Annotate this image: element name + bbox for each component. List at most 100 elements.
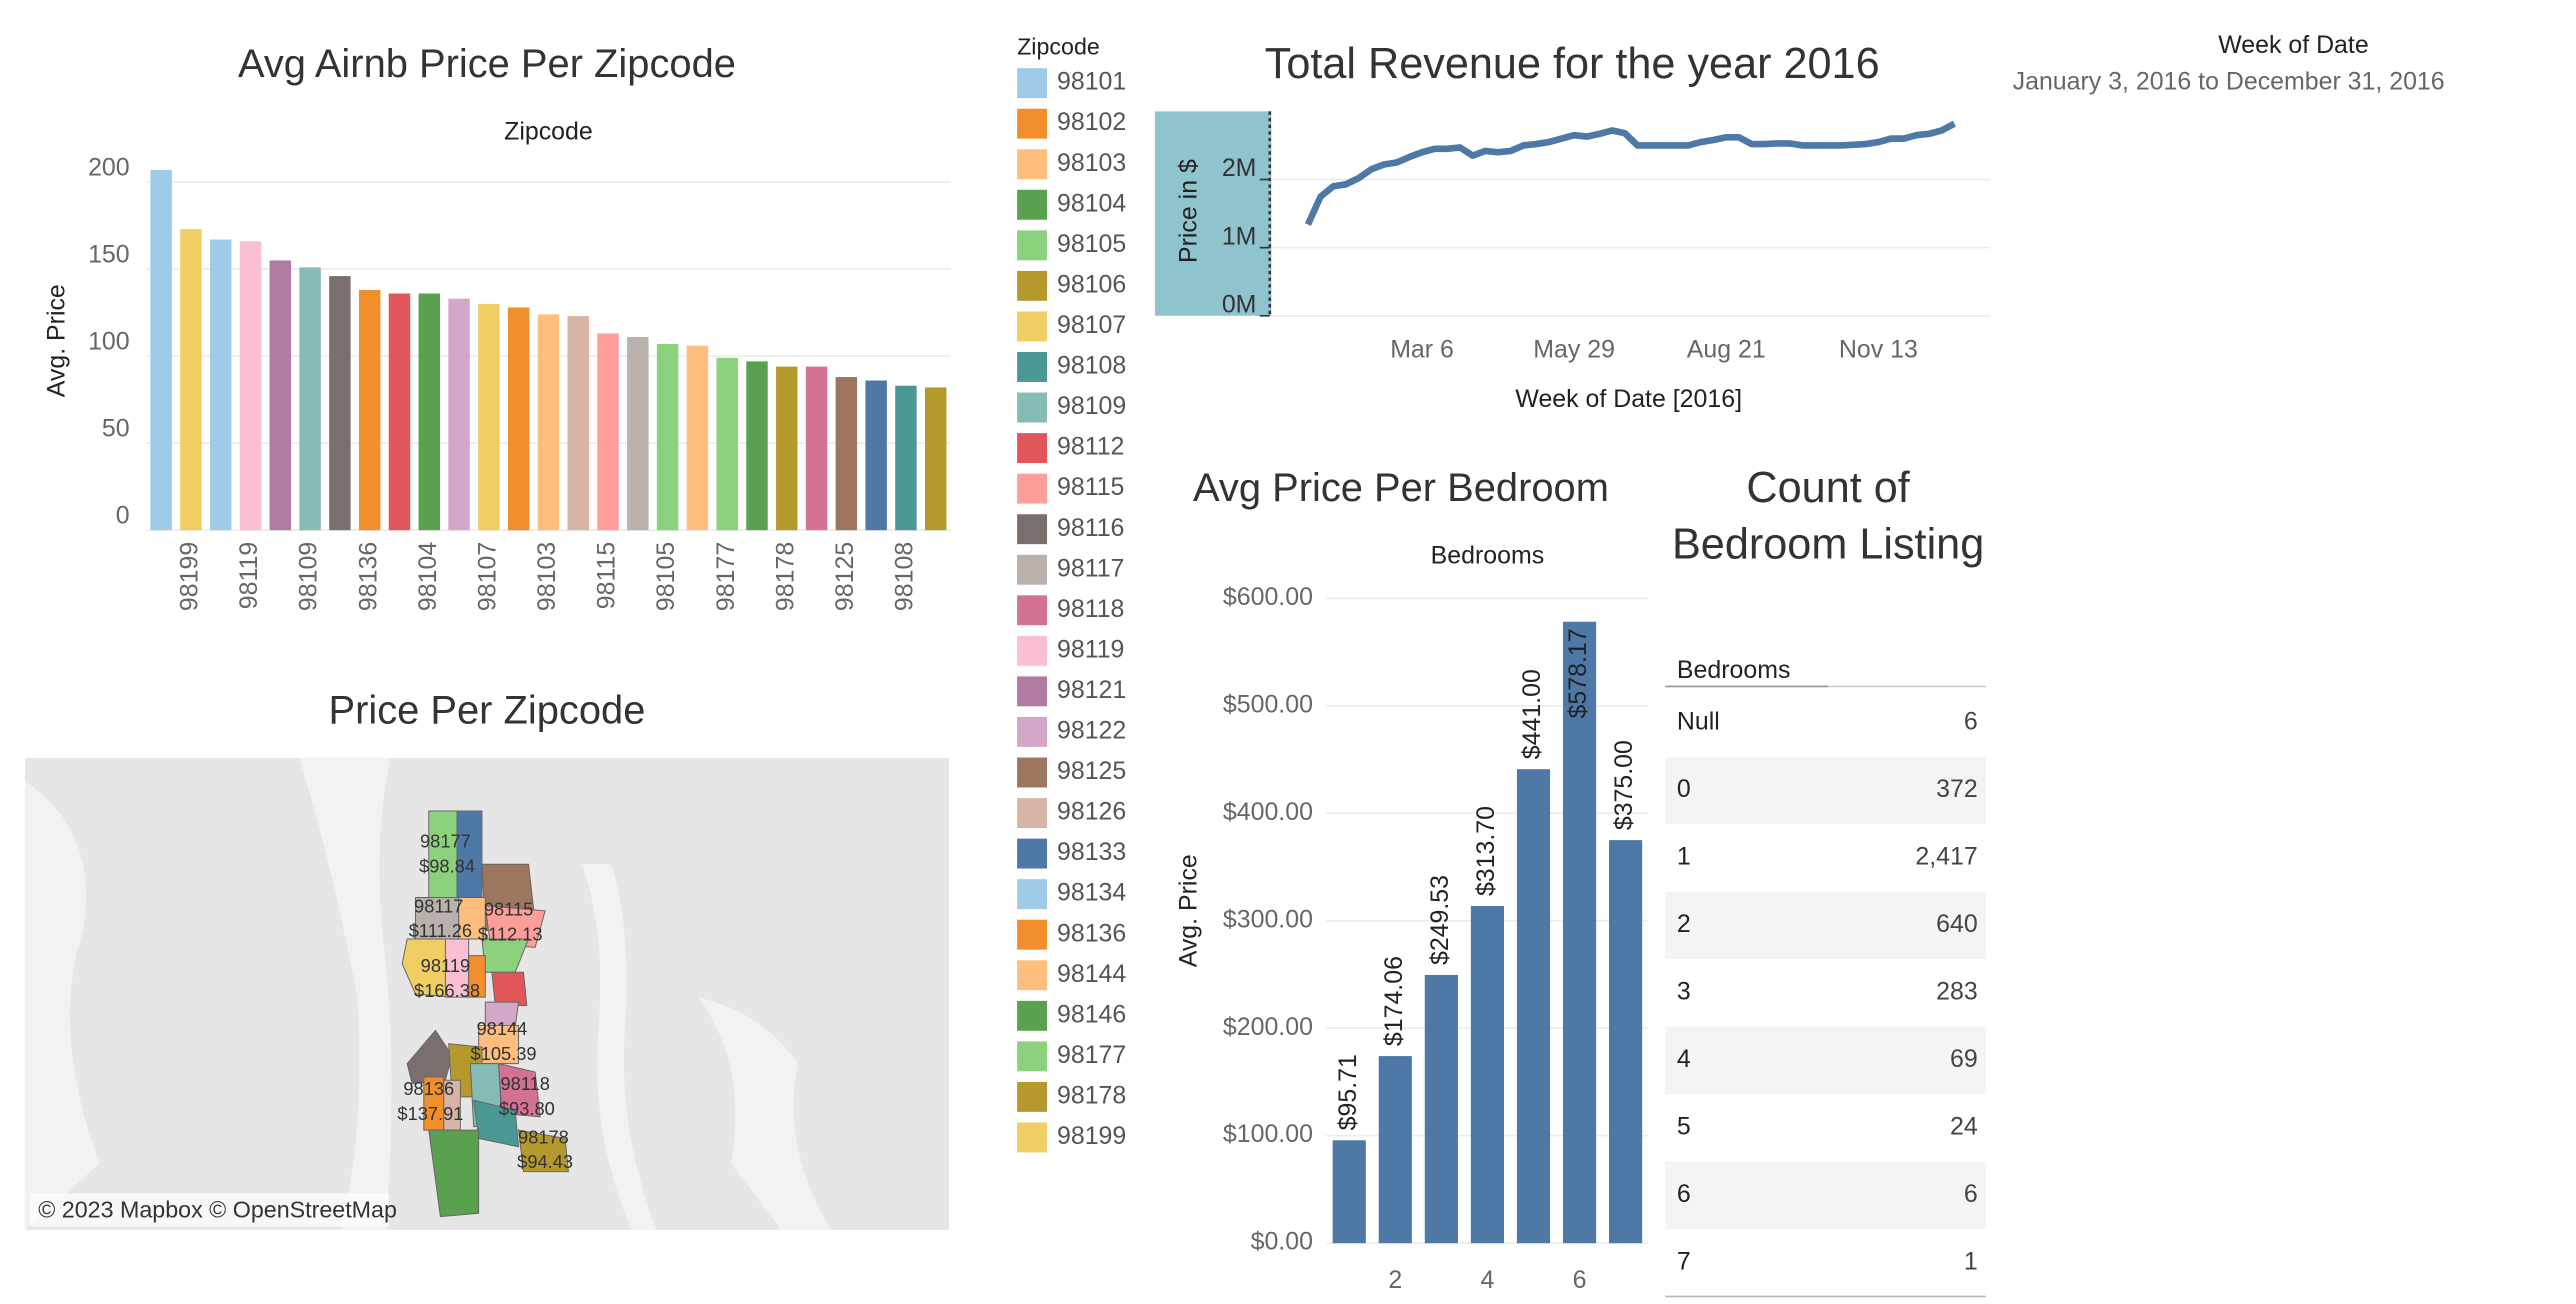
bar	[656, 343, 679, 531]
value-label: $441.00	[1518, 669, 1546, 759]
bar	[865, 380, 887, 531]
legend-label: 98146	[1057, 1000, 1126, 1028]
table-cell-value: 2,417	[1915, 842, 1977, 870]
table-cell-value: 6	[1964, 1180, 1978, 1208]
y-tick-label: $0.00	[1251, 1228, 1313, 1256]
legend-label: 98199	[1057, 1122, 1126, 1150]
zip-shape	[456, 810, 483, 898]
bar	[835, 377, 858, 531]
x-tick-label: Nov 13	[1839, 335, 1918, 363]
x-tick-label: 98103	[533, 542, 561, 611]
legend-label: 98108	[1057, 352, 1126, 380]
map-price-label: $112.13	[478, 924, 543, 945]
x-tick-label: 98136	[354, 542, 382, 611]
x-tick-label: Mar 6	[1390, 335, 1454, 363]
y-tick-label: $600.00	[1223, 583, 1313, 611]
map-zip-label: 98118	[500, 1073, 549, 1094]
x-tick-label: 98119	[235, 542, 263, 609]
bar	[1516, 769, 1551, 1244]
chart-title: Avg Price Per Bedroom	[1193, 466, 1609, 510]
map-price-label: $98.84	[419, 855, 475, 876]
legend-swatch	[1017, 311, 1048, 342]
zip-shape	[498, 1063, 541, 1118]
x-tick-label: 98115	[593, 542, 621, 609]
value-label: $313.70	[1472, 806, 1500, 896]
map-zip-label: 98119	[421, 955, 470, 976]
bar	[805, 366, 828, 531]
legend-swatch	[1017, 798, 1048, 828]
table-cell-value: 372	[1936, 775, 1978, 803]
map-zip-label: 98144	[477, 1018, 528, 1039]
value-label: $249.53	[1426, 875, 1454, 965]
y-tick-label: $100.00	[1223, 1120, 1313, 1148]
x-tick-label: May 29	[1533, 335, 1615, 363]
zip-shape	[491, 971, 528, 1006]
revenue-line	[1304, 120, 1957, 226]
bar	[1378, 1056, 1412, 1244]
legend-swatch	[1017, 757, 1048, 788]
bar	[299, 267, 321, 531]
y-tick-label: 100	[88, 327, 130, 355]
x-tick-label: 98178	[771, 542, 799, 611]
bar	[329, 276, 351, 531]
map-zip-label: 98117	[414, 895, 463, 916]
map-water	[581, 864, 657, 1230]
table-row-band	[1665, 756, 1987, 825]
legend-label: 98133	[1057, 838, 1126, 866]
table-cell-label: 7	[1677, 1247, 1691, 1275]
bar	[180, 229, 202, 531]
legend-label: 98134	[1057, 879, 1126, 907]
table-cell-value: 69	[1950, 1045, 1978, 1073]
x-tick-label: 98125	[831, 542, 859, 611]
value-label: $95.71	[1334, 1054, 1362, 1130]
value-label: $578.17	[1564, 628, 1592, 718]
chart-subtitle: Zipcode	[504, 118, 593, 146]
y-tick-label: 50	[102, 414, 130, 442]
legend-swatch	[1017, 189, 1048, 220]
x-tick-label: 98105	[652, 542, 680, 611]
legend-label: 98102	[1057, 108, 1126, 136]
legend-swatch	[1017, 838, 1048, 869]
legend-label: 98109	[1057, 392, 1126, 420]
legend-label: 98136	[1057, 919, 1126, 947]
legend-label: 98119	[1057, 635, 1124, 663]
map-price-label: $166.38	[414, 980, 480, 1001]
y-tick-label: 2M	[1222, 154, 1257, 182]
legend-swatch	[1017, 635, 1048, 666]
bar	[150, 169, 172, 531]
legend-swatch	[1017, 473, 1048, 504]
bar	[716, 357, 738, 531]
zip-shape	[428, 810, 458, 898]
bar	[448, 298, 470, 531]
legend-label: 98107	[1057, 311, 1126, 339]
bar	[1332, 1140, 1366, 1244]
zip-shape	[468, 955, 486, 998]
table-cell-label: 1	[1677, 842, 1691, 870]
table-cell-label: Null	[1677, 708, 1720, 736]
table-row-band	[1665, 1026, 1987, 1095]
filter-title: Week of Date	[2218, 31, 2368, 59]
map-water	[299, 757, 392, 1230]
bar	[1562, 621, 1597, 1244]
legend-label: 98122	[1057, 717, 1126, 745]
legend-swatch	[1017, 716, 1048, 747]
zip-shape	[406, 1029, 453, 1085]
legend-swatch	[1017, 595, 1048, 626]
legend-swatch	[1017, 108, 1048, 139]
table-cell-value: 283	[1936, 977, 1978, 1005]
bar	[358, 290, 381, 531]
legend-label: 98125	[1057, 757, 1126, 785]
legend-swatch	[1017, 554, 1048, 585]
legend-label: 98121	[1057, 676, 1126, 704]
legend-label: 98144	[1057, 960, 1126, 988]
table-title: Count of Bedroom Listing	[1671, 462, 1985, 569]
y-tick-label: 0	[116, 501, 130, 529]
bar	[925, 387, 947, 531]
table-cell-label: 3	[1677, 977, 1691, 1005]
filter-range: January 3, 2016 to December 31, 2016	[2013, 68, 2445, 96]
bar	[1609, 840, 1643, 1244]
bar	[478, 303, 500, 531]
y-tick-label: 1M	[1222, 222, 1257, 250]
y-tick-label: 150	[88, 240, 130, 268]
